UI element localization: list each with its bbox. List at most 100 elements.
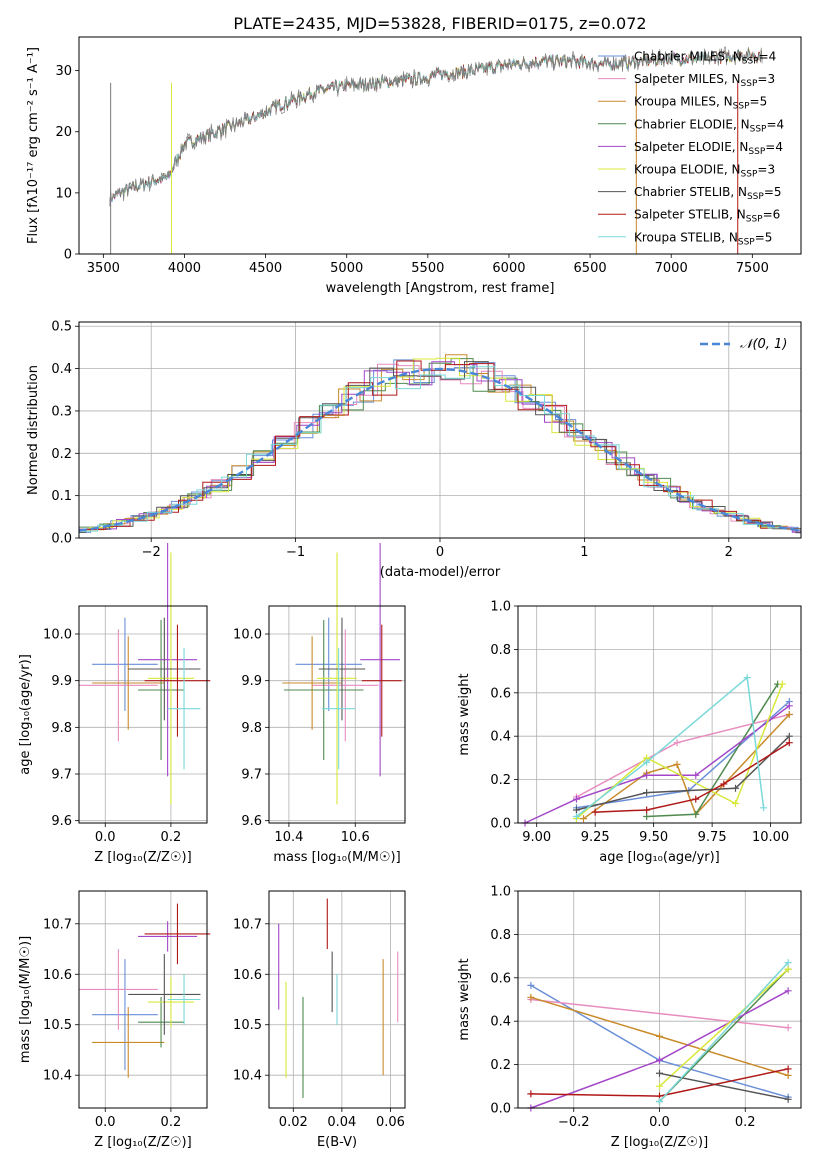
residual-histogram [79, 358, 801, 530]
errorbar-point [138, 921, 198, 952]
y-tick-label: 9.6 [241, 814, 262, 829]
weight-marker [785, 711, 793, 718]
weight-marker [673, 739, 681, 747]
legend-label-text: Chabrier ELODIE, N [634, 117, 750, 131]
legend-label-sub: SSP [738, 237, 755, 247]
weight-vs-age-frame [517, 605, 802, 824]
y-tick-label: 0.8 [490, 643, 511, 658]
age-vs-mass-frame [268, 605, 406, 824]
weight-marker [579, 815, 587, 823]
x-tick-label: 10.00 [752, 830, 789, 845]
weight-marker [591, 808, 599, 816]
legend-label-sub: SSP [750, 124, 767, 134]
legend-label: Chabrier STELIB, NSSP=5 [634, 185, 782, 202]
weight-series [643, 680, 782, 820]
x-tick-label: 9.25 [581, 830, 610, 845]
y-tick-label: 0.4 [490, 730, 511, 745]
errorbar-point [282, 636, 342, 730]
weight-vs-Z-axes: −0.2 0.0 0.2 0.0 0.2 0.4 0.6 0.8 1.0 Z [log₁₀(Z/Z… [457, 885, 802, 1150]
weight-marker [643, 812, 651, 820]
weight-marker [527, 981, 535, 989]
weight-series [572, 711, 793, 801]
legend-label-count: =5 [755, 230, 773, 244]
weight-marker [784, 1071, 792, 1079]
residual-histogram [79, 361, 801, 534]
x-tick-label: 2 [725, 545, 733, 560]
weight-marker [784, 959, 792, 967]
errorbar-point [312, 629, 379, 742]
errorbar-point [138, 996, 185, 1048]
weight-marker [732, 799, 740, 807]
y-tick-label: 9.7 [241, 768, 262, 783]
y-tick-label: 10.6 [43, 968, 72, 983]
y-tick-label: 0.8 [490, 928, 511, 943]
x-tick-label: 5500 [411, 261, 444, 276]
weight-series [527, 987, 792, 1112]
legend-label-sub: SSP [747, 192, 764, 202]
spectrum-data-line [109, 46, 763, 207]
mass-vs-Z-frame [78, 890, 208, 1109]
x-tick-label: 6000 [492, 261, 525, 276]
legend-label-text: Kroupa MILES, N [634, 95, 733, 109]
y-tick-label: 10.4 [43, 1069, 72, 1084]
x-axis-label: E(B-V) [317, 1135, 357, 1150]
weight-marker [760, 804, 768, 812]
x-tick-label: 0.04 [327, 1115, 356, 1130]
weight-line [576, 676, 765, 818]
y-tick-label: 0.0 [490, 817, 511, 832]
errorbar-point [92, 959, 158, 1071]
weight-marker [784, 987, 792, 995]
weight-marker [673, 760, 681, 768]
x-tick-label: 4500 [249, 261, 282, 276]
legend-label-text: Salpeter ELODIE, N [634, 140, 748, 154]
y-tick-label: 0.6 [490, 971, 511, 986]
y-tick-label: 9.8 [51, 721, 72, 736]
legend-label-count: =6 [763, 208, 781, 222]
y-tick-label: 0.4 [51, 362, 72, 377]
weight-marker [656, 1069, 663, 1077]
residuals-axes: −2 −1 0 1 2 0.0 0.1 0.2 0.3 0.4 0.5 (data-model)/er… [26, 320, 802, 580]
legend-label-count: =4 [759, 50, 777, 64]
y-tick-label: 9.9 [51, 674, 72, 689]
y-tick-label: 10.7 [43, 917, 72, 932]
weight-line [524, 705, 790, 824]
y-tick-label: 10.6 [233, 968, 262, 983]
weight-line [530, 998, 789, 1029]
y-tick-label: 0.2 [490, 773, 511, 788]
legend-label-sub: SSP [741, 170, 758, 180]
spectrum-axes: 3500 4000 4500 5000 5500 6000 6500 7000 7500 0 10 2… [26, 36, 802, 296]
x-axis-label: wavelength [Angstrom, rest frame] [326, 281, 555, 296]
plot-layer: 3500 4000 4500 5000 5500 6000 6500 7000 75000102… [18, 36, 802, 1150]
weight-series [527, 993, 792, 1079]
x-tick-label: 10.4 [274, 830, 303, 845]
weight-series [572, 674, 768, 820]
mass-vs-EBV-axes: 0.02 0.04 0.06 10.4 10.5 10.6 10.7 E(B-V) [233, 890, 406, 1150]
residuals-frame [78, 321, 802, 539]
weight-marker [643, 771, 651, 779]
weight-marker [785, 732, 793, 740]
weight-marker [656, 1056, 663, 1064]
x-tick-label: 9.50 [639, 830, 668, 845]
y-tick-label: 30 [55, 64, 72, 79]
weight-line [658, 962, 789, 1103]
y-tick-label: 0.0 [51, 532, 72, 547]
weight-marker [656, 1082, 663, 1090]
legend-label: Kroupa STELIB, NSSP=5 [634, 230, 772, 247]
x-tick-label: 0.0 [95, 830, 116, 845]
x-axis-label: age [log₁₀(age/yr)] [599, 850, 720, 865]
x-tick-label: 6500 [574, 261, 607, 276]
y-axis-label: mass [log₁₀(M/M☉)] [18, 936, 33, 1063]
y-tick-label: 0.2 [490, 1058, 511, 1073]
x-tick-label: 7000 [655, 261, 688, 276]
y-tick-label: 1.0 [490, 600, 511, 615]
y-tick-label: 10.5 [43, 1018, 72, 1033]
y-tick-label: 10 [55, 186, 72, 201]
legend-label-sub: SSP [746, 215, 763, 225]
legend-label: Kroupa ELODIE, NSSP=3 [634, 163, 775, 180]
x-tick-label: 3500 [87, 261, 120, 276]
y-tick-label: 1.0 [490, 885, 511, 900]
errorbar-point [147, 976, 194, 1028]
spectrum-frame [78, 36, 802, 255]
weight-marker [778, 680, 786, 688]
